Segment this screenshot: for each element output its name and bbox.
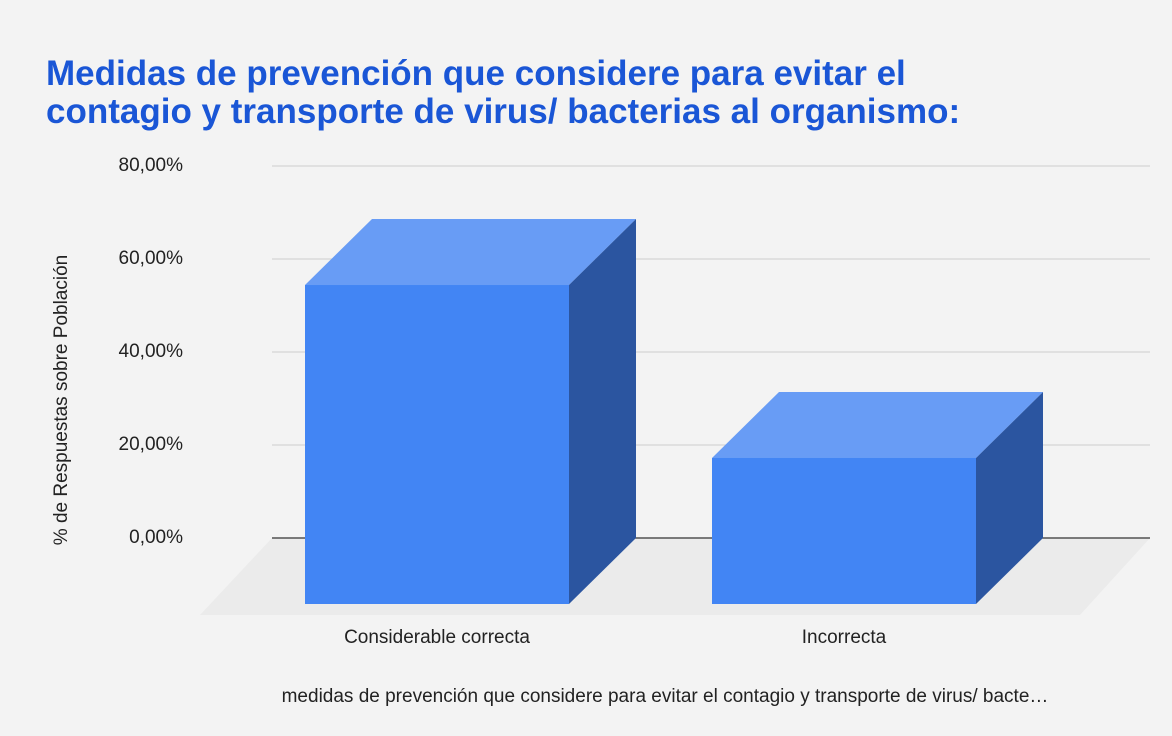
bar-side	[569, 219, 636, 604]
bar-side	[976, 391, 1043, 604]
chart-title-line: Medidas de prevención que considere para…	[46, 54, 906, 93]
x-tick-label: Considerable correcta	[344, 627, 530, 648]
x-axis-title: medidas de prevención que considere para…	[282, 686, 1049, 707]
bar-top	[712, 391, 1043, 458]
y-tick-label: 40,00%	[119, 341, 184, 362]
y-tick-label: 20,00%	[119, 434, 184, 455]
x-tick-label: Incorrecta	[802, 627, 887, 648]
y-axis-title: % de Respuestas sobre Población	[51, 255, 72, 545]
y-tick-label: 60,00%	[119, 248, 184, 269]
bar	[305, 285, 569, 604]
y-tick-label: 80,00%	[119, 155, 184, 176]
y-tick-label: 0,00%	[129, 527, 183, 548]
bar-top	[305, 219, 636, 286]
chart-title-line: contagio y transporte de virus/ bacteria…	[46, 92, 960, 131]
bar	[712, 457, 976, 604]
